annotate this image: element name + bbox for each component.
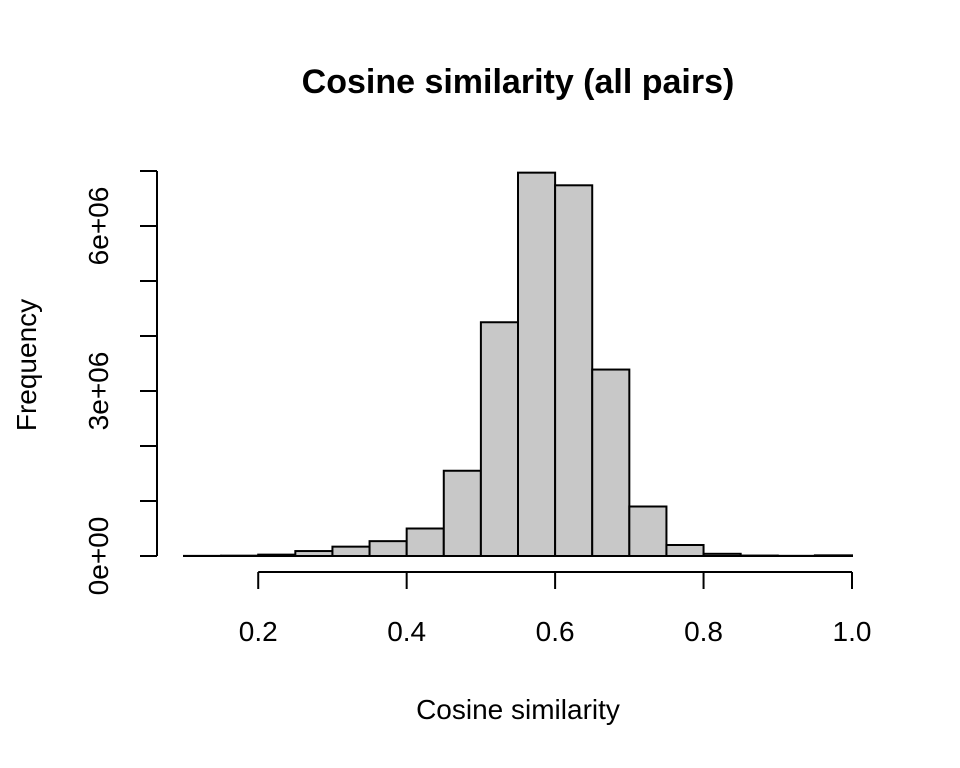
histogram-bar-9	[479, 321, 520, 557]
histogram-bar-4	[294, 550, 334, 557]
y-tick-label-4: 3e+06	[83, 352, 114, 431]
y-axis: 0e+00 3e+06 6e+06	[83, 170, 158, 596]
y-tick-label-1: 0e+00	[83, 517, 114, 596]
histogram-bar-8	[442, 469, 482, 557]
x-axis-label: Cosine similarity	[416, 694, 620, 725]
histogram-bar-6	[368, 540, 408, 558]
x-tick-label-3: 0.6	[536, 616, 575, 647]
histogram-bar-5	[331, 545, 371, 558]
histogram-bar-12	[591, 368, 631, 557]
histogram-bars	[183, 171, 854, 558]
histogram-bar-7	[405, 527, 445, 557]
x-tick-label-5: 1.0	[833, 616, 872, 647]
x-tick-label-4: 0.8	[684, 616, 723, 647]
x-tick-label-1: 0.2	[239, 616, 278, 647]
histogram-bar-14	[665, 544, 705, 557]
histogram-bar-11	[554, 184, 594, 558]
y-tick-label-7: 6e+06	[83, 187, 114, 266]
y-axis-label: Frequency	[11, 299, 42, 431]
chart-title: Cosine similarity (all pairs)	[302, 63, 735, 101]
histogram-bar-10	[517, 171, 557, 557]
histogram-bar-13	[628, 505, 668, 557]
histogram-bar-15	[702, 552, 742, 557]
x-axis: 0.2 0.4 0.6 0.8 1.0	[239, 571, 872, 647]
histogram-bar-3	[257, 553, 297, 558]
histogram-bar-18	[813, 554, 854, 558]
x-tick-label-2: 0.4	[387, 616, 426, 647]
